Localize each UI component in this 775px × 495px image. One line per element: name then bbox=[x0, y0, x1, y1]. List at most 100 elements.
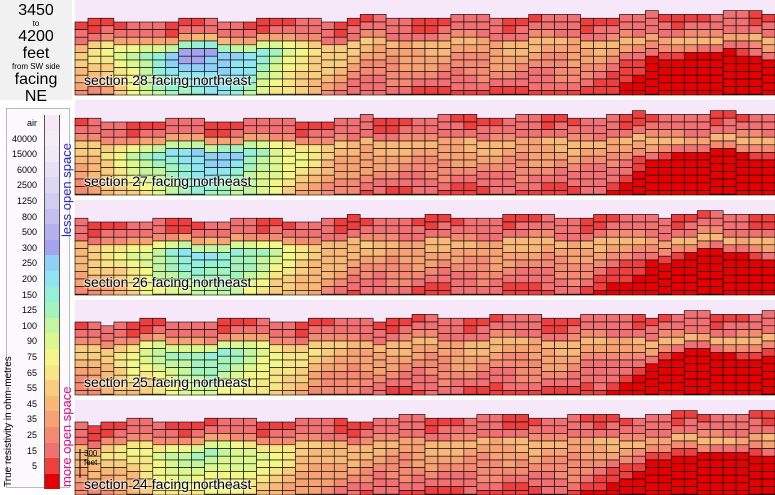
resistivity-cell bbox=[450, 167, 465, 176]
resistivity-cell bbox=[411, 467, 426, 476]
resistivity-cell bbox=[696, 129, 711, 138]
resistivity-cell bbox=[528, 267, 542, 276]
resistivity-cell bbox=[632, 229, 646, 238]
resistivity-cell bbox=[696, 286, 711, 295]
resistivity-cell bbox=[502, 274, 517, 284]
resistivity-cell bbox=[709, 193, 724, 196]
resistivity-cell bbox=[204, 344, 218, 353]
title-unit: feet bbox=[22, 45, 50, 62]
resistivity-cell bbox=[385, 263, 400, 272]
resistivity-cell bbox=[645, 274, 659, 284]
resistivity-cell bbox=[658, 44, 672, 53]
resistivity-cell bbox=[580, 421, 594, 430]
resistivity-cell bbox=[515, 144, 530, 153]
resistivity-cell bbox=[385, 186, 400, 195]
resistivity-cell bbox=[126, 152, 141, 161]
resistivity-cell bbox=[359, 152, 374, 161]
resistivity-cell bbox=[567, 178, 581, 187]
resistivity-cell bbox=[567, 317, 581, 327]
resistivity-cell bbox=[593, 329, 607, 338]
resistivity-cell bbox=[515, 367, 530, 376]
resistivity-cell bbox=[683, 410, 698, 419]
resistivity-cell bbox=[567, 378, 581, 387]
resistivity-cell bbox=[606, 390, 620, 396]
resistivity-cell bbox=[580, 352, 594, 361]
resistivity-cell bbox=[593, 133, 607, 142]
resistivity-cell bbox=[748, 486, 763, 495]
resistivity-cell bbox=[580, 429, 594, 438]
resistivity-cell bbox=[761, 433, 775, 442]
resistivity-cell bbox=[619, 82, 633, 91]
resistivity-cell bbox=[152, 263, 167, 272]
resistivity-cell bbox=[748, 314, 763, 323]
resistivity-cell bbox=[528, 214, 542, 223]
resistivity-cell bbox=[424, 425, 439, 434]
resistivity-cell bbox=[346, 244, 361, 253]
resistivity-cell bbox=[761, 136, 775, 146]
resistivity-cell bbox=[515, 167, 530, 176]
resistivity-cell bbox=[722, 321, 737, 330]
resistivity-cell bbox=[567, 255, 581, 265]
resistivity-cell bbox=[735, 336, 750, 346]
resistivity-cell bbox=[346, 371, 361, 380]
resistivity-cell bbox=[606, 136, 620, 146]
resistivity-cell bbox=[528, 159, 542, 168]
resistivity-cell bbox=[385, 248, 400, 257]
resistivity-cell bbox=[580, 271, 594, 280]
resistivity-cell bbox=[593, 214, 607, 223]
resistivity-cell bbox=[670, 471, 685, 480]
resistivity-cell bbox=[450, 248, 465, 257]
resistivity-cell bbox=[359, 167, 374, 176]
resistivity-cell bbox=[269, 171, 283, 180]
resistivity-cell bbox=[74, 225, 89, 234]
resistivity-cell bbox=[761, 486, 775, 495]
legend-label: 100 bbox=[21, 320, 37, 331]
resistivity-cell bbox=[709, 82, 724, 91]
resistivity-cell bbox=[476, 140, 491, 149]
resistivity-cell bbox=[709, 163, 724, 172]
resistivity-cell bbox=[359, 393, 374, 396]
resistivity-cell bbox=[735, 344, 750, 353]
resistivity-cell bbox=[359, 59, 374, 68]
resistivity-cell bbox=[165, 452, 180, 461]
resistivity-cell bbox=[282, 193, 296, 196]
resistivity-cell bbox=[606, 214, 620, 223]
resistivity-cell bbox=[722, 482, 737, 491]
resistivity-cell bbox=[126, 359, 141, 368]
resistivity-cell bbox=[515, 152, 530, 161]
resistivity-cell bbox=[372, 359, 387, 368]
resistivity-cell bbox=[165, 163, 180, 172]
resistivity-cell bbox=[178, 329, 192, 338]
resistivity-cell bbox=[709, 336, 724, 346]
resistivity-cell bbox=[476, 14, 491, 23]
resistivity-cell bbox=[722, 336, 737, 346]
resistivity-cell bbox=[722, 193, 737, 196]
resistivity-cell bbox=[113, 436, 128, 446]
resistivity-cell bbox=[100, 348, 115, 357]
resistivity-cell bbox=[437, 333, 452, 342]
resistivity-cell bbox=[398, 459, 413, 468]
resistivity-cell bbox=[385, 378, 400, 387]
resistivity-cell bbox=[437, 386, 452, 395]
resistivity-cell bbox=[528, 259, 542, 268]
resistivity-cell bbox=[308, 33, 322, 42]
resistivity-cell bbox=[437, 78, 452, 87]
resistivity-cell bbox=[359, 340, 374, 349]
resistivity-cell bbox=[424, 329, 439, 338]
resistivity-cell bbox=[502, 171, 517, 180]
resistivity-cell bbox=[256, 178, 270, 187]
resistivity-cell bbox=[87, 25, 102, 34]
resistivity-cell bbox=[722, 117, 737, 127]
resistivity-cell bbox=[580, 482, 594, 491]
resistivity-cell bbox=[658, 286, 672, 295]
resistivity-cell bbox=[489, 240, 504, 249]
resistivity-cell bbox=[476, 333, 491, 342]
resistivity-cell bbox=[100, 355, 115, 365]
resistivity-cell bbox=[606, 374, 620, 384]
resistivity-cell bbox=[372, 263, 387, 272]
resistivity-cell bbox=[398, 429, 413, 438]
resistivity-cell bbox=[74, 36, 89, 46]
resistivity-cell bbox=[372, 278, 387, 287]
resistivity-cell bbox=[709, 329, 724, 338]
resistivity-cell bbox=[709, 444, 724, 453]
